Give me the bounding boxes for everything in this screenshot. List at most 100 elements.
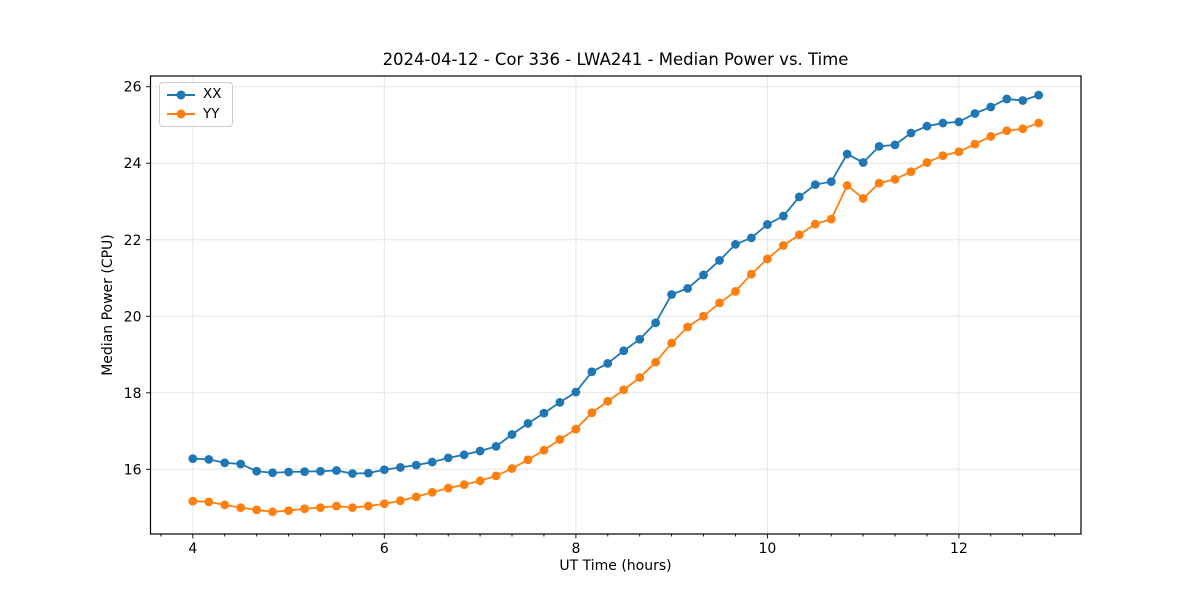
data-point-yy — [475, 476, 485, 486]
data-point-yy — [970, 139, 980, 149]
data-point-yy — [523, 455, 533, 465]
data-point-yy — [667, 338, 677, 348]
data-point-yy — [1034, 118, 1044, 128]
data-point-yy — [699, 311, 708, 321]
data-point-xx — [699, 270, 708, 280]
data-point-xx — [427, 457, 437, 467]
data-point-yy — [986, 132, 996, 141]
data-point-yy — [890, 174, 900, 184]
legend-entry-xx: XX — [167, 86, 222, 102]
data-point-xx — [204, 454, 214, 464]
data-point-yy — [874, 178, 884, 188]
gridlines — [150, 76, 1081, 534]
data-point-yy — [810, 219, 820, 229]
data-point-yy — [491, 471, 501, 481]
data-point-yy — [539, 445, 549, 455]
svg-text:8: 8 — [571, 541, 580, 557]
data-point-yy — [348, 503, 357, 512]
legend-label-xx: XX — [203, 86, 222, 102]
series-line-xx — [192, 94, 1039, 475]
data-point-yy — [1002, 126, 1012, 136]
data-point-xx — [1002, 94, 1012, 104]
data-point-xx — [443, 453, 453, 463]
legend-entry-yy: YY — [167, 107, 222, 122]
data-point-yy — [603, 396, 613, 406]
chart-title: 2024-04-12 - Cor 336 - LWA241 - Median P… — [382, 50, 849, 69]
data-point-xx — [858, 158, 868, 167]
data-point-yy — [236, 503, 246, 512]
data-point-yy — [300, 504, 309, 514]
data-point-yy — [268, 507, 277, 517]
data-point-yy — [252, 505, 262, 515]
data-point-yy — [635, 373, 645, 382]
data-point-yy — [794, 230, 804, 240]
data-point-yy — [204, 497, 214, 507]
y-tick-labels: 16 18 20 22 24 26 — [124, 80, 142, 479]
data-point-xx — [411, 460, 421, 470]
data-point-yy — [778, 241, 788, 250]
data-point-xx — [348, 469, 357, 478]
data-point-xx — [555, 397, 565, 407]
data-point-xx — [794, 192, 804, 202]
data-point-yy — [316, 503, 325, 512]
data-point-xx — [954, 117, 964, 127]
data-point-yy — [746, 269, 756, 279]
data-point-yy — [1018, 124, 1028, 134]
data-point-yy — [555, 435, 565, 444]
data-point-yy — [188, 496, 198, 506]
data-point-yy — [842, 181, 852, 190]
data-point-xx — [731, 239, 740, 249]
data-point-xx — [619, 346, 629, 356]
data-point-yy — [954, 147, 964, 157]
data-point-xx — [316, 466, 325, 476]
data-point-yy — [571, 424, 581, 434]
data-point-xx — [842, 149, 852, 159]
data-point-yy — [762, 254, 772, 264]
svg-text:6: 6 — [380, 541, 389, 557]
data-point-yy — [715, 298, 724, 308]
data-point-xx — [762, 220, 772, 229]
data-point-xx — [1018, 96, 1028, 105]
svg-text:4: 4 — [188, 541, 197, 557]
data-point-xx — [571, 387, 581, 397]
svg-text:18: 18 — [124, 386, 142, 402]
data-point-xx — [539, 408, 549, 418]
svg-text:26: 26 — [124, 80, 142, 96]
data-point-xx — [667, 290, 677, 299]
svg-text:22: 22 — [124, 233, 142, 249]
svg-text:10: 10 — [758, 541, 776, 557]
svg-text:24: 24 — [124, 156, 142, 172]
series-yy — [188, 118, 1044, 517]
data-point-yy — [363, 501, 373, 511]
data-point-xx — [395, 463, 405, 472]
data-point-xx — [188, 454, 198, 464]
data-point-xx — [651, 318, 661, 328]
data-point-xx — [220, 458, 230, 468]
data-point-xx — [300, 467, 309, 477]
data-point-yy — [858, 194, 868, 203]
data-point-yy — [411, 492, 421, 502]
data-point-yy — [220, 500, 230, 510]
data-point-yy — [459, 480, 469, 490]
data-point-xx — [810, 180, 820, 190]
data-point-xx — [587, 367, 597, 377]
legend: XX YY — [159, 82, 233, 127]
data-point-yy — [619, 385, 629, 395]
data-point-xx — [236, 459, 246, 469]
series-xx — [188, 90, 1044, 478]
data-point-yy — [379, 499, 389, 509]
data-point-xx — [890, 140, 900, 150]
x-axis-label: UT Time (hours) — [559, 558, 672, 574]
data-point-yy — [284, 506, 293, 516]
data-point-xx — [459, 450, 469, 460]
data-point-xx — [746, 233, 756, 243]
data-point-xx — [922, 121, 932, 131]
data-point-xx — [475, 446, 485, 456]
data-point-xx — [874, 142, 884, 151]
data-point-xx — [523, 419, 533, 428]
y-axis-label: Median Power (CPU) — [100, 234, 116, 376]
data-point-yy — [587, 408, 597, 418]
data-point-xx — [635, 334, 645, 344]
